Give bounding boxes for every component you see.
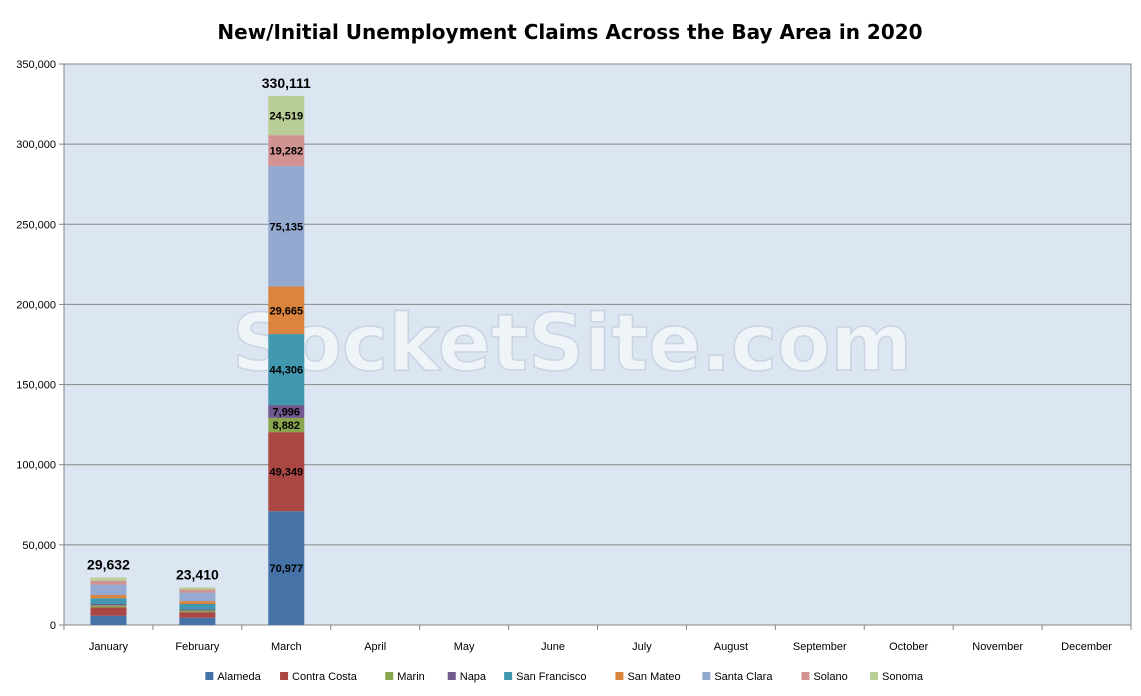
y-tick-label: 200,000 xyxy=(16,299,56,311)
legend-item: Solano xyxy=(801,671,848,683)
segment-value-label: 7,996 xyxy=(273,406,301,418)
y-axis: 0 50,000 100,000 150,000 200,000 250,000 300,0… xyxy=(16,59,64,632)
legend-swatch xyxy=(870,672,879,680)
bar-segment xyxy=(268,95,305,136)
legend-label: Santa Clara xyxy=(714,671,773,683)
total-value-label: 330,111 xyxy=(262,75,311,91)
segment-value-label: 29,665 xyxy=(269,305,303,317)
segment-value-label: 44,306 xyxy=(269,365,303,377)
x-tick-label: May xyxy=(454,641,475,653)
legend-swatch xyxy=(504,672,513,680)
bar-segment xyxy=(268,511,305,625)
bar-segment xyxy=(179,604,216,610)
legend-label: San Francisco xyxy=(516,671,586,683)
legend-item: Contra Costa xyxy=(280,671,358,683)
x-tick-label: November xyxy=(972,641,1023,653)
y-tick-label: 50,000 xyxy=(22,540,56,552)
bar-segment xyxy=(268,166,305,287)
legend-label: Sonoma xyxy=(882,671,924,683)
bar-segment xyxy=(90,605,127,608)
segment-value-label: 24,519 xyxy=(269,111,303,123)
bar-segment xyxy=(90,598,127,605)
data-labels: 29,632 23,410 70,977 49,349 8,882 7,996 44,306… xyxy=(87,75,311,583)
total-value-label: 29,632 xyxy=(87,557,130,573)
legend-swatch xyxy=(385,672,394,680)
x-tick-label: February xyxy=(175,641,220,653)
legend-item: Alameda xyxy=(205,671,262,683)
x-axis: January February March April May June July Augu… xyxy=(63,625,1132,653)
segment-value-label: 8,882 xyxy=(273,420,301,432)
bar-segment xyxy=(179,617,216,625)
bar-segment xyxy=(90,615,127,625)
legend-swatch xyxy=(280,672,289,680)
y-tick-label: 100,000 xyxy=(16,460,56,472)
bar-segment xyxy=(268,135,305,167)
legend-label: Marin xyxy=(397,671,425,683)
bar-segment xyxy=(90,580,127,585)
watermark-text: SocketSite.com xyxy=(232,299,912,389)
bar-segment xyxy=(90,595,127,599)
segment-value-label: 70,977 xyxy=(269,563,303,575)
x-tick-label: June xyxy=(541,641,565,653)
x-tick-label: August xyxy=(714,641,748,653)
segment-value-label: 19,282 xyxy=(269,146,303,158)
legend-item: San Mateo xyxy=(615,671,681,683)
bar-segment xyxy=(90,577,127,581)
legend-item: San Francisco xyxy=(504,671,586,683)
bars xyxy=(90,95,305,625)
y-tick-label: 300,000 xyxy=(16,139,56,151)
legend-item: Sonoma xyxy=(870,671,924,683)
y-tick-label: 150,000 xyxy=(16,380,56,392)
legend-item: Napa xyxy=(447,671,487,683)
chart-title: New/Initial Unemployment Claims Across t… xyxy=(217,20,922,44)
legend: Alameda Contra Costa Marin Napa San Francisc… xyxy=(205,671,924,683)
bar-segment xyxy=(268,417,305,433)
gridlines xyxy=(64,63,1131,546)
legend-label: San Mateo xyxy=(627,671,680,683)
bar-segment xyxy=(179,609,216,611)
bar-segment xyxy=(268,405,305,418)
bar-segment xyxy=(179,589,216,593)
bar-segment xyxy=(268,286,305,335)
x-tick-label: January xyxy=(89,641,129,653)
segment-value-label: 49,349 xyxy=(269,467,303,479)
x-tick-label: September xyxy=(793,641,847,653)
legend-swatch xyxy=(447,672,456,680)
x-tick-label: December xyxy=(1061,641,1112,653)
y-tick-label: 0 xyxy=(50,620,56,632)
legend-swatch xyxy=(615,672,624,680)
bar-segment xyxy=(179,592,216,602)
x-tick-label: April xyxy=(364,641,386,653)
bar-segment xyxy=(179,587,216,590)
x-tick-label: July xyxy=(632,641,652,653)
total-value-label: 23,410 xyxy=(176,566,219,582)
legend-item: Marin xyxy=(385,671,425,683)
x-tick-label: March xyxy=(271,641,302,653)
legend-swatch xyxy=(205,672,214,680)
legend-label: Alameda xyxy=(217,671,261,683)
bar-segment xyxy=(268,432,305,512)
bar-segment xyxy=(90,584,127,596)
x-tick-label: October xyxy=(889,641,928,653)
plot-area xyxy=(63,63,1132,626)
bar-segment xyxy=(179,610,216,613)
legend-label: Solano xyxy=(813,671,847,683)
legend-swatch xyxy=(702,672,711,680)
bar-segment xyxy=(90,607,127,616)
segment-value-label: 75,135 xyxy=(269,221,303,233)
bar-segment xyxy=(90,604,127,606)
legend-item: Santa Clara xyxy=(702,671,773,683)
legend-label: Napa xyxy=(460,671,487,683)
legend-label: Contra Costa xyxy=(292,671,358,683)
bar-segment xyxy=(179,612,216,618)
y-tick-label: 350,000 xyxy=(16,59,56,71)
y-tick-label: 250,000 xyxy=(16,219,56,231)
bar-segment xyxy=(268,334,305,406)
bar-segment xyxy=(179,601,216,605)
legend-swatch xyxy=(801,672,810,680)
